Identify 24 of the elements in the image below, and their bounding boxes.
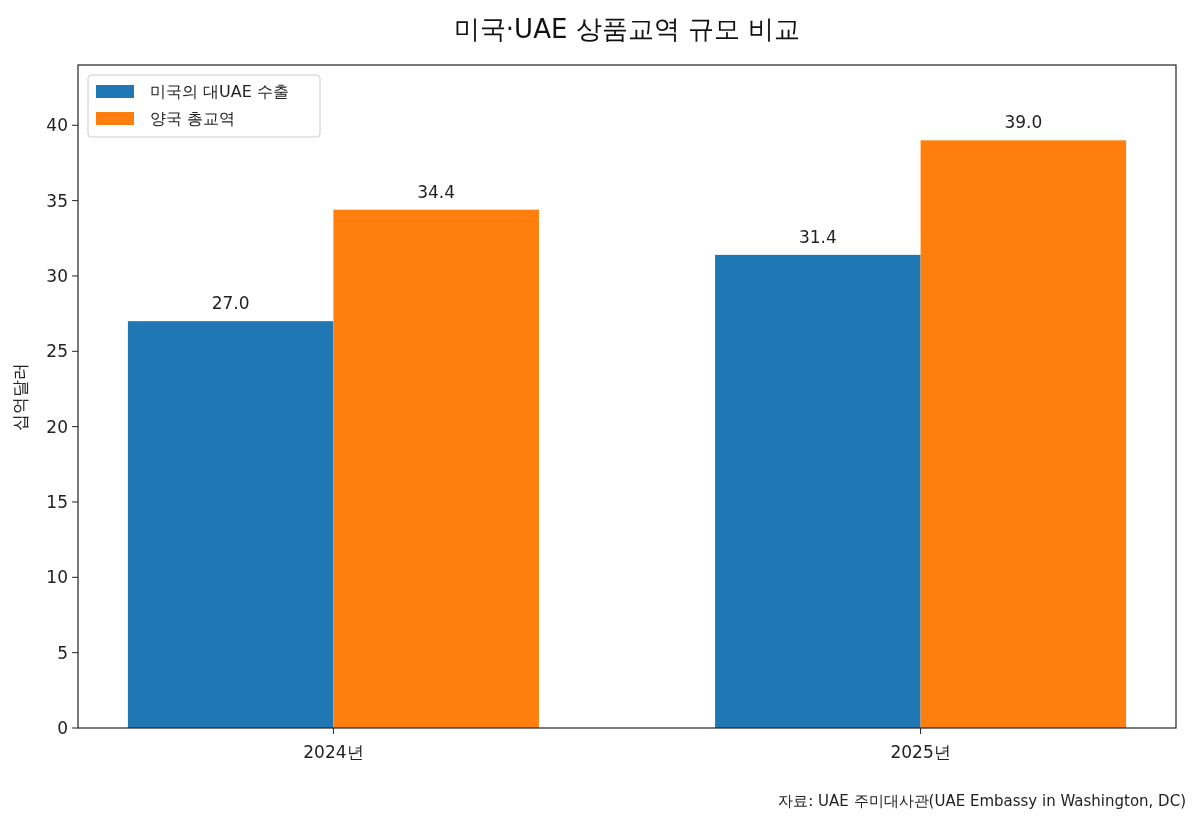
bar xyxy=(127,321,334,728)
data-label: 34.4 xyxy=(417,181,456,202)
y-tick-label: 10 xyxy=(46,567,68,588)
y-axis-title: 십억달러 xyxy=(10,362,30,431)
x-tick-label: 2024년 xyxy=(303,742,364,762)
legend-label: 미국의 대UAE 수출 xyxy=(150,82,289,101)
x-tick-label: 2025년 xyxy=(890,742,951,762)
y-tick-label: 30 xyxy=(46,265,68,286)
y-tick-label: 40 xyxy=(46,115,68,136)
y-tick-label: 0 xyxy=(57,718,68,738)
y-tick-label: 35 xyxy=(46,190,68,211)
y-tick-label: 15 xyxy=(46,491,68,512)
legend-label: 양국 총교역 xyxy=(150,109,236,128)
bar xyxy=(333,209,539,728)
y-tick-label: 25 xyxy=(46,341,68,362)
chart-title: 미국·UAE 상품교역 규모 비교 xyxy=(453,14,801,44)
data-label: 31.4 xyxy=(798,226,837,247)
data-label: 39.0 xyxy=(1004,112,1043,133)
bar xyxy=(715,254,921,728)
y-tick-label: 20 xyxy=(46,416,68,437)
bar xyxy=(920,140,1127,728)
text: 자료: UAE 주미대사관(UAE Embassy in Washington, DC) xyxy=(778,792,1186,810)
y-tick-label: 5 xyxy=(57,642,68,663)
data-label: 27.0 xyxy=(211,293,250,314)
